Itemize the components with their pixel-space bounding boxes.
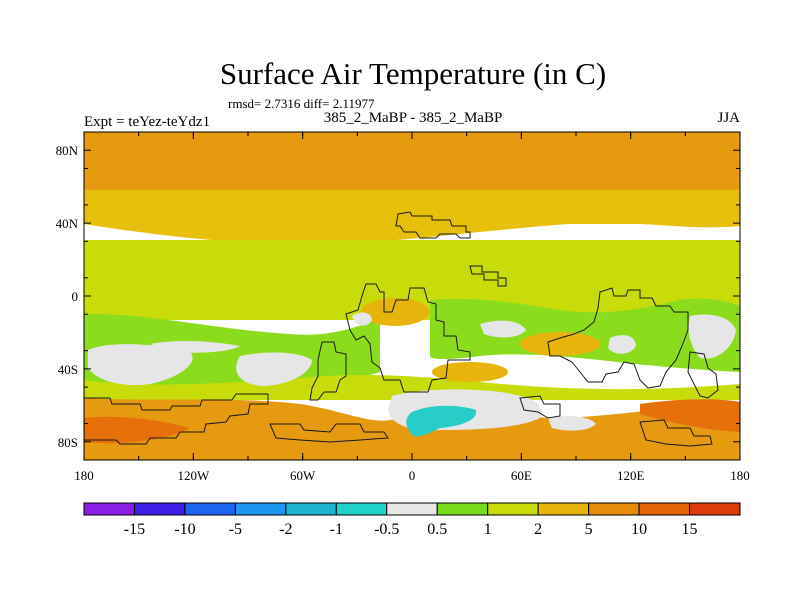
y-tick-label: 0 — [72, 289, 79, 304]
outline-small-islands — [469, 265, 507, 287]
outline-east-continent — [547, 287, 689, 389]
colorbar-box — [487, 502, 539, 516]
colorbar: -15 -10 -5 -2 -1 -0.5 0.5 1 2 5 10 15 — [83, 502, 741, 538]
patch-warm-africa — [520, 332, 600, 356]
colorbar-label: -15 — [124, 521, 145, 538]
outline-south-central-landmass — [269, 423, 389, 443]
colorbar-label: -2 — [279, 521, 292, 538]
x-tick-label: 120E — [617, 468, 645, 483]
colorbar-label: -10 — [174, 521, 195, 538]
colorbar-label: -1 — [330, 521, 343, 538]
chart-title: Surface Air Temperature (in C) — [220, 56, 606, 91]
continent-outlines — [84, 211, 719, 447]
colorbar-box — [285, 502, 337, 516]
patch-near-zero-atlantic — [352, 312, 372, 326]
colorbar-box — [689, 502, 741, 516]
colorbar-label: 2 — [534, 521, 542, 538]
outline-north-continent — [395, 211, 471, 239]
patch-cool-antarctic — [406, 405, 477, 437]
outline-far-east-landmass — [639, 419, 713, 447]
chart-subtitle: 385_2_MaBP - 385_2_MaBP — [324, 110, 503, 126]
patch-near-zero-east-antarctic — [548, 416, 596, 431]
y-tick-label: 80N — [56, 143, 79, 158]
colorbar-box — [335, 502, 388, 516]
patch-warm-indian — [432, 362, 508, 382]
patch-near-zero-s-pacific — [236, 352, 312, 386]
x-tick-label: 60W — [290, 468, 316, 483]
x-tick-label: 120W — [177, 468, 210, 483]
y-tick-label: 40S — [58, 362, 78, 377]
colorbar-label: 10 — [631, 521, 647, 538]
patch-near-zero-e-pacific — [688, 314, 736, 359]
colorbar-label: 5 — [585, 521, 593, 538]
colorbar-box — [588, 502, 640, 516]
y-tick-label: 80S — [58, 435, 78, 450]
y-axis: 80N 40N 0 40S 80S — [56, 131, 740, 461]
y-tick-label: 40N — [56, 216, 79, 231]
colorbar-label: -5 — [229, 521, 242, 538]
colorbar-box — [234, 502, 287, 516]
outline-central-continent — [345, 283, 471, 393]
x-tick-label: 180 — [730, 468, 750, 483]
outline-south-west-landmass — [84, 393, 269, 445]
colorbar-label: -0.5 — [374, 521, 399, 538]
patch-warm-atlantic — [361, 298, 429, 326]
outline-south-east-continent — [687, 351, 719, 399]
band-arctic-warm — [84, 132, 740, 192]
x-axis: 180 120W 60W 0 60E 120E 180 — [74, 132, 750, 483]
colorbar-label: 15 — [682, 521, 698, 538]
colorbar-box — [537, 502, 590, 516]
experiment-label: Expt = teYez-teYdz1 — [84, 114, 210, 130]
chart-stats: rmsd= 2.7316 diff= 2.11977 — [228, 96, 375, 111]
colorbar-label: 1 — [484, 521, 492, 538]
band-north-mid-wave — [84, 205, 740, 245]
x-tick-label: 180 — [74, 468, 94, 483]
outline-west-continent — [309, 341, 347, 401]
colorbar-box — [133, 502, 186, 516]
patch-near-zero-s-africa — [480, 320, 526, 338]
colorbar-box — [638, 502, 691, 516]
colorbar-box — [436, 502, 489, 516]
plot-area — [84, 132, 740, 460]
patch-near-zero-indian — [608, 335, 636, 354]
colorbar-box — [184, 502, 236, 516]
colorbar-box — [386, 502, 438, 516]
outline-south-east-landmass — [519, 395, 561, 419]
season-label: JJA — [717, 110, 740, 126]
band-antarctic-hot-west — [84, 416, 190, 444]
colorbar-label: 0.5 — [427, 521, 447, 538]
patch-near-zero-pacific — [88, 344, 193, 386]
x-tick-label: 60E — [511, 468, 532, 483]
x-tick-label: 0 — [409, 468, 416, 483]
patch-near-zero-s-pacific-2 — [150, 340, 240, 353]
colorbar-box — [83, 502, 135, 516]
band-antarctic-hot — [640, 399, 740, 432]
